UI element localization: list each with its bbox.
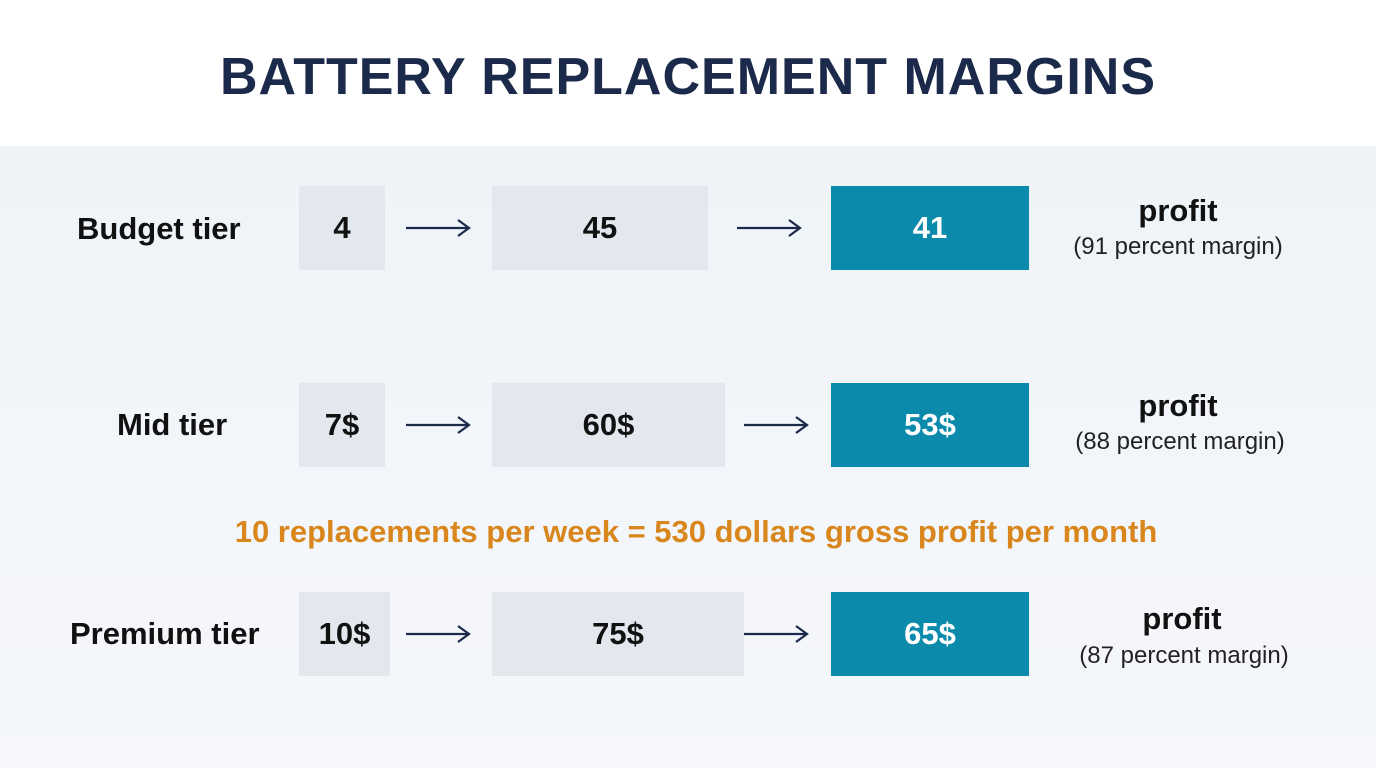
page-title: BATTERY REPLACEMENT MARGINS [219,48,1157,106]
header: BATTERY REPLACEMENT MARGINS [0,0,1376,146]
margin-text: (88 percent margin) [1075,428,1285,455]
profit-box: 41 [831,186,1029,270]
cost-box: 10$ [299,592,390,676]
right-arrow-icon [406,219,471,237]
profit-box: 65$ [831,592,1029,676]
right-arrow-icon [406,416,471,434]
tier-label: Budget tier [77,211,241,246]
price-box: 60$ [492,383,725,467]
profit-label: profit [1138,388,1218,423]
margin-text: (87 percent margin) [1079,642,1289,669]
price-box: 45 [492,186,708,270]
tier-label: Premium tier [70,616,260,651]
profit-box: 53$ [831,383,1029,467]
summary-text: 10 replacements per week = 530 dollars g… [234,514,1158,549]
margin-text: (91 percent margin) [1073,233,1283,260]
right-arrow-icon [744,416,809,434]
right-arrow-icon [737,219,802,237]
profit-label: profit [1138,193,1218,228]
price-box: 75$ [492,592,744,676]
tier-label: Mid tier [117,407,228,442]
right-arrow-icon [744,625,809,643]
profit-label: profit [1142,601,1222,636]
right-arrow-icon [406,625,471,643]
cost-box: 4 [299,186,385,270]
cost-box: 7$ [299,383,385,467]
